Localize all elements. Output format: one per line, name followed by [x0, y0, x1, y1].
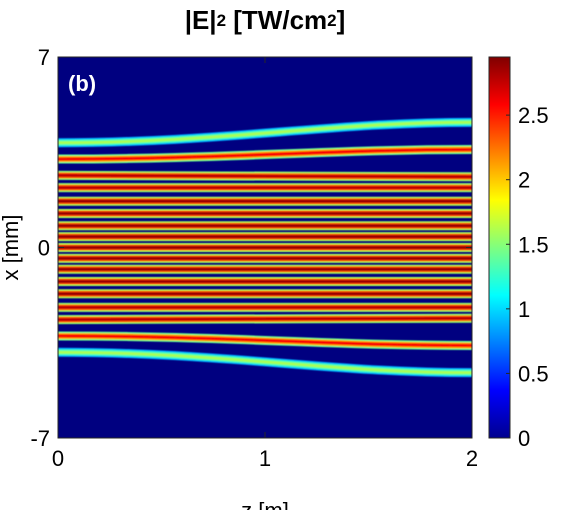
beamlet-2-core-3	[57, 148, 473, 160]
x-tick-label: 0	[52, 446, 64, 471]
title-unit: [TW/cm	[226, 5, 328, 35]
colorbar-tick-label: 2.5	[518, 103, 549, 128]
panel-label: (b)	[68, 71, 96, 96]
beamlet-15-core-3	[57, 317, 473, 321]
title-base: |E|	[184, 5, 217, 35]
title-superscript-1: 2	[216, 11, 227, 30]
title-end: ]	[336, 5, 346, 35]
colorbar-tick-label: 0.5	[518, 361, 549, 386]
x-tick-label: 2	[466, 446, 478, 471]
colorbar-tick-label: 2	[518, 168, 530, 193]
colorbar-tick-label: 0	[518, 426, 530, 451]
y-tick-label: -7	[30, 426, 50, 451]
beamlet-16-core-3	[57, 335, 473, 347]
title-superscript-2: 2	[327, 11, 337, 30]
beamlet-layer	[57, 117, 473, 378]
beamlet-3-core-3	[57, 174, 473, 178]
colorbar-ticks: 0 0.5 1 1.5 2 2.5	[506, 103, 549, 451]
beamlet-17-core-3	[57, 351, 473, 374]
chart-title: |E|2 [TW/cm2]	[58, 4, 472, 40]
y-tick-label: 0	[38, 236, 50, 261]
y-tick-label: 7	[38, 45, 50, 70]
colorbar-tick-label: 1.5	[518, 232, 549, 257]
beamlet-1-core-3	[57, 121, 473, 144]
colorbar-tick-label: 1	[518, 297, 530, 322]
axis-ticks: 0 1 270-7	[30, 45, 478, 471]
y-axis-label: x [mm]	[0, 215, 23, 281]
x-tick-label: 1	[259, 446, 271, 471]
x-axis-label: z [m]	[241, 498, 289, 510]
colorbar	[488, 56, 511, 439]
